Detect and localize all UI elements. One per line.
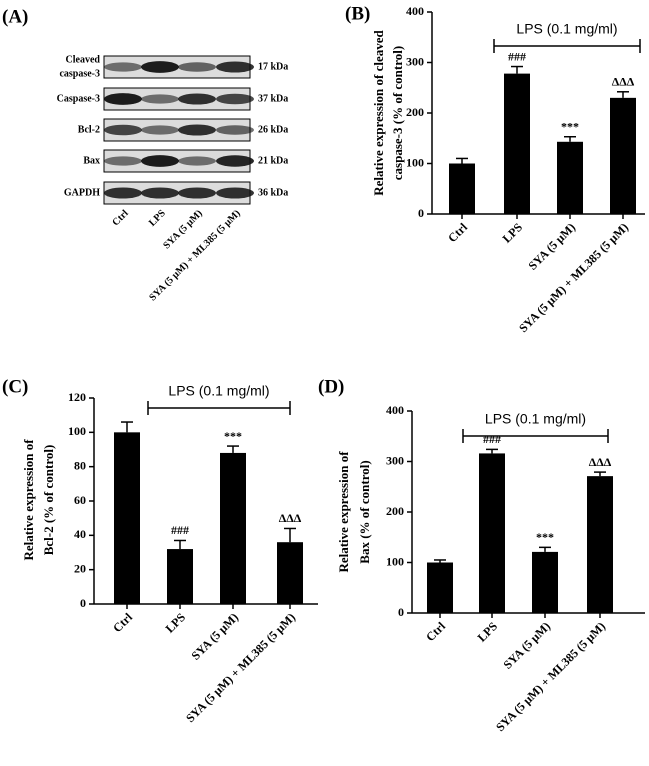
- y-axis-label: Relative expression of: [21, 439, 36, 561]
- x-tick-label: SYA (5 μM) + ML385 (5 μM): [516, 220, 631, 335]
- bar: [167, 549, 193, 604]
- significance: ΔΔΔ: [612, 75, 635, 89]
- panel-label: (D): [318, 376, 344, 397]
- bar: [587, 476, 613, 613]
- band-size: 17 kDa: [258, 61, 288, 72]
- y-tick-label: 200: [386, 504, 404, 518]
- lane-label: LPS: [147, 208, 168, 229]
- bar: [277, 542, 303, 604]
- y-axis-label: Bcl-2 (% of control): [41, 445, 56, 556]
- x-tick-label: SYA (5 μM): [188, 610, 241, 663]
- blot-band: [216, 93, 254, 105]
- y-tick-label: 80: [74, 458, 86, 472]
- protein-label: Cleaved: [66, 54, 101, 65]
- y-tick-label: 400: [406, 4, 424, 18]
- x-tick-label: LPS: [163, 610, 189, 636]
- bar: [427, 562, 453, 613]
- bracket-label: LPS (0.1 mg/ml): [168, 383, 269, 399]
- bar: [114, 432, 140, 604]
- bar: [479, 453, 505, 613]
- y-tick-label: 60: [74, 493, 86, 507]
- x-tick-label: SYA (5 μM) + ML385 (5 μM): [493, 619, 608, 734]
- blot-band: [104, 156, 142, 166]
- protein-label: caspase-3: [59, 68, 100, 79]
- significance: ***: [224, 429, 242, 443]
- protein-label: GAPDH: [64, 187, 100, 198]
- y-tick-label: 100: [406, 155, 424, 169]
- blot-band: [104, 187, 142, 199]
- y-axis-label: Relative expression of: [336, 451, 351, 573]
- blot-band: [104, 62, 142, 72]
- y-tick-label: 200: [406, 105, 424, 119]
- bar: [449, 163, 475, 214]
- significance: ***: [536, 530, 554, 544]
- panel-label: (C): [2, 376, 28, 397]
- protein-label: Bax: [83, 155, 100, 166]
- blot-band: [216, 187, 254, 199]
- y-tick-label: 300: [406, 54, 424, 68]
- y-tick-label: 100: [386, 554, 404, 568]
- blot-band: [178, 124, 216, 136]
- blot-band: [141, 94, 179, 104]
- x-tick-label: Ctrl: [110, 610, 135, 635]
- band-size: 36 kDa: [258, 187, 288, 198]
- panel-label: (B): [345, 3, 370, 24]
- blot-band: [216, 155, 254, 167]
- significance: ###: [508, 49, 526, 63]
- x-tick-label: SYA (5 μM): [525, 220, 578, 273]
- blot-band: [178, 156, 216, 166]
- band-size: 37 kDa: [258, 93, 288, 104]
- y-tick-label: 300: [386, 453, 404, 467]
- band-size: 26 kDa: [258, 124, 288, 135]
- y-tick-label: 20: [74, 561, 86, 575]
- bar: [557, 141, 583, 214]
- y-axis-label: Bax (% of control): [357, 460, 372, 563]
- y-tick-label: 0: [418, 206, 424, 220]
- significance: ###: [483, 432, 501, 446]
- y-axis-label: Relative expression of cleaved: [371, 29, 386, 195]
- protein-label: Bcl-2: [78, 124, 100, 135]
- blot-band: [104, 93, 142, 105]
- x-tick-label: LPS: [500, 220, 526, 246]
- significance: ###: [171, 523, 189, 537]
- x-tick-label: SYA (5 μM) + ML385 (5 μM): [183, 610, 298, 725]
- x-tick-label: Ctrl: [445, 220, 470, 245]
- bar: [532, 551, 558, 613]
- significance: ΔΔΔ: [279, 511, 302, 525]
- blot-band: [178, 93, 216, 105]
- blot-band: [141, 125, 179, 135]
- blot-band: [216, 125, 254, 135]
- blot-band: [141, 187, 179, 199]
- y-tick-label: 0: [80, 596, 86, 610]
- significance: ΔΔΔ: [589, 455, 612, 469]
- y-tick-label: 400: [386, 403, 404, 417]
- y-tick-label: 100: [68, 424, 86, 438]
- blot-band: [141, 61, 179, 73]
- panel-label: (A): [2, 6, 28, 27]
- blot-band: [216, 61, 254, 73]
- x-tick-label: LPS: [475, 619, 501, 645]
- bracket-label: LPS (0.1 mg/ml): [485, 411, 586, 427]
- blot-band: [104, 124, 142, 136]
- y-axis-label: caspase-3 (% of control): [390, 46, 405, 180]
- protein-label: Caspase-3: [57, 93, 100, 104]
- lane-label: Ctrl: [110, 208, 130, 228]
- y-tick-label: 40: [74, 527, 86, 541]
- blot-band: [178, 187, 216, 199]
- blot-band: [141, 155, 179, 167]
- bar: [610, 97, 636, 214]
- blot-band: [178, 62, 216, 72]
- bracket-label: LPS (0.1 mg/ml): [516, 21, 617, 37]
- x-tick-label: SYA (5 μM): [500, 619, 553, 672]
- significance: ***: [561, 119, 579, 133]
- bar: [504, 73, 530, 214]
- x-tick-label: Ctrl: [423, 619, 448, 644]
- band-size: 21 kDa: [258, 155, 288, 166]
- y-tick-label: 0: [398, 605, 404, 619]
- y-tick-label: 120: [68, 390, 86, 404]
- bar: [220, 452, 246, 604]
